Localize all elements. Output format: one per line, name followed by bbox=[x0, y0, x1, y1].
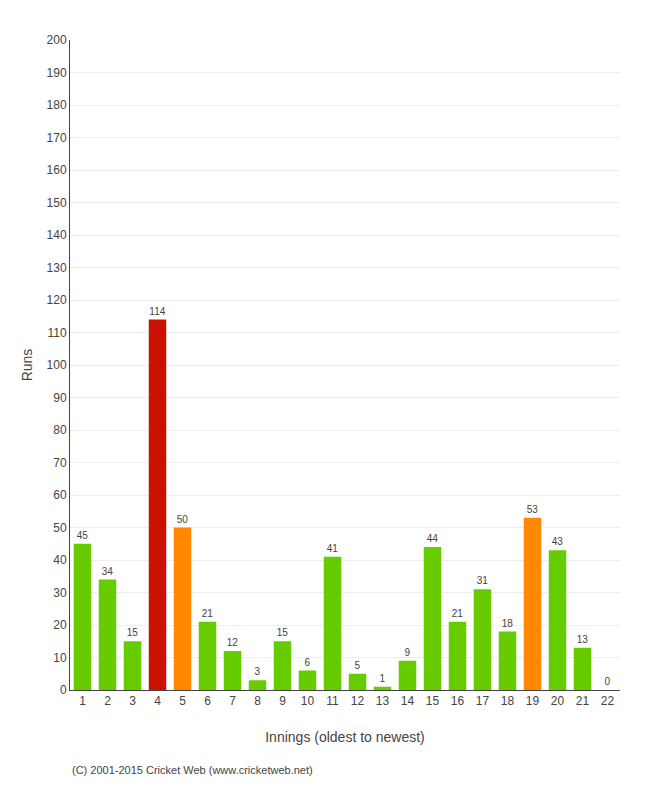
svg-text:30: 30 bbox=[53, 586, 67, 600]
svg-text:15: 15 bbox=[127, 627, 139, 638]
svg-text:13: 13 bbox=[577, 634, 589, 645]
svg-text:160: 160 bbox=[47, 163, 67, 177]
svg-text:14: 14 bbox=[401, 694, 415, 708]
svg-text:22: 22 bbox=[601, 694, 615, 708]
svg-text:16: 16 bbox=[451, 694, 465, 708]
svg-text:0: 0 bbox=[60, 683, 67, 697]
svg-text:190: 190 bbox=[47, 66, 67, 80]
svg-text:114: 114 bbox=[149, 306, 165, 317]
svg-text:6: 6 bbox=[204, 694, 211, 708]
svg-text:53: 53 bbox=[527, 504, 539, 515]
svg-text:12: 12 bbox=[351, 694, 365, 708]
svg-text:41: 41 bbox=[327, 543, 339, 554]
svg-text:3: 3 bbox=[129, 694, 136, 708]
svg-text:150: 150 bbox=[47, 196, 67, 210]
svg-text:90: 90 bbox=[53, 391, 67, 405]
svg-text:21: 21 bbox=[202, 608, 214, 619]
svg-text:9: 9 bbox=[405, 647, 411, 658]
svg-text:80: 80 bbox=[53, 423, 67, 437]
svg-text:7: 7 bbox=[229, 694, 236, 708]
svg-text:19: 19 bbox=[526, 694, 540, 708]
svg-text:20: 20 bbox=[551, 694, 565, 708]
svg-text:130: 130 bbox=[47, 261, 67, 275]
svg-text:18: 18 bbox=[502, 618, 514, 629]
svg-text:31: 31 bbox=[477, 575, 489, 586]
svg-text:13: 13 bbox=[376, 694, 390, 708]
svg-text:2: 2 bbox=[104, 694, 111, 708]
svg-text:4: 4 bbox=[154, 694, 161, 708]
svg-text:21: 21 bbox=[576, 694, 590, 708]
svg-text:18: 18 bbox=[501, 694, 515, 708]
svg-text:180: 180 bbox=[47, 98, 67, 112]
svg-text:17: 17 bbox=[476, 694, 490, 708]
svg-text:100: 100 bbox=[47, 358, 67, 372]
svg-text:15: 15 bbox=[426, 694, 440, 708]
svg-text:Runs: Runs bbox=[19, 349, 35, 382]
svg-text:5: 5 bbox=[355, 660, 361, 671]
svg-text:50: 50 bbox=[177, 514, 189, 525]
svg-text:170: 170 bbox=[47, 131, 67, 145]
svg-text:9: 9 bbox=[279, 694, 286, 708]
svg-text:(C) 2001-2015 Cricket Web (www: (C) 2001-2015 Cricket Web (www.cricketwe… bbox=[72, 764, 313, 776]
svg-text:43: 43 bbox=[552, 536, 564, 547]
svg-text:Innings (oldest to newest): Innings (oldest to newest) bbox=[265, 729, 425, 745]
svg-text:12: 12 bbox=[227, 637, 239, 648]
svg-text:3: 3 bbox=[255, 666, 261, 677]
svg-text:60: 60 bbox=[53, 488, 67, 502]
svg-text:44: 44 bbox=[427, 533, 439, 544]
svg-text:0: 0 bbox=[605, 676, 611, 687]
svg-text:45: 45 bbox=[77, 530, 89, 541]
svg-text:5: 5 bbox=[179, 694, 186, 708]
svg-text:120: 120 bbox=[47, 293, 67, 307]
svg-text:6: 6 bbox=[305, 657, 311, 668]
svg-text:21: 21 bbox=[452, 608, 464, 619]
svg-text:200: 200 bbox=[47, 33, 67, 47]
svg-text:140: 140 bbox=[47, 228, 67, 242]
svg-text:8: 8 bbox=[254, 694, 261, 708]
svg-text:20: 20 bbox=[53, 618, 67, 632]
svg-text:40: 40 bbox=[53, 553, 67, 567]
svg-text:70: 70 bbox=[53, 456, 67, 470]
svg-text:1: 1 bbox=[79, 694, 86, 708]
svg-text:34: 34 bbox=[102, 566, 114, 577]
svg-text:11: 11 bbox=[326, 694, 339, 708]
svg-text:110: 110 bbox=[47, 326, 66, 340]
svg-text:15: 15 bbox=[277, 627, 289, 638]
svg-text:1: 1 bbox=[380, 673, 386, 684]
svg-text:10: 10 bbox=[301, 694, 315, 708]
svg-text:10: 10 bbox=[53, 651, 67, 665]
svg-text:50: 50 bbox=[53, 521, 67, 535]
